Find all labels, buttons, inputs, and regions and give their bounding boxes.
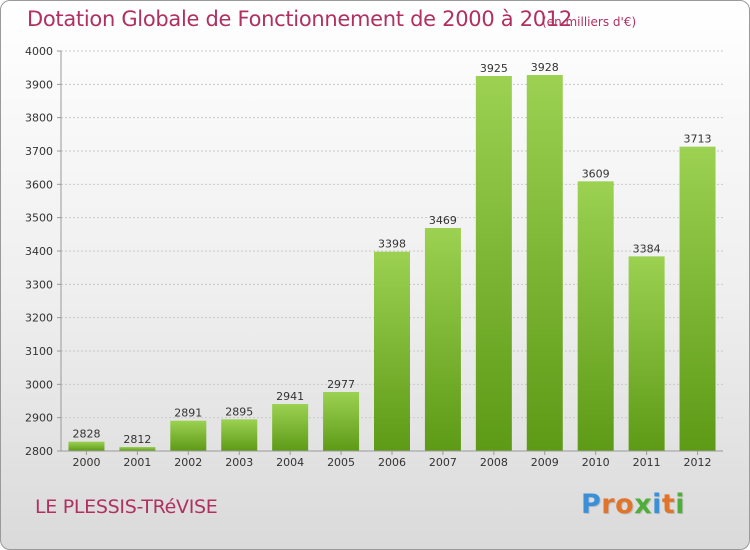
y-tick-label: 3000 bbox=[25, 378, 53, 391]
y-tick-label: 3100 bbox=[25, 345, 53, 358]
bars bbox=[68, 75, 716, 452]
x-tick-label: 2000 bbox=[72, 456, 100, 469]
data-label: 3928 bbox=[531, 61, 559, 74]
bar bbox=[272, 404, 309, 451]
x-tick-label: 2002 bbox=[174, 456, 202, 469]
x-tick-label: 2001 bbox=[123, 456, 151, 469]
x-tick-label: 2004 bbox=[276, 456, 304, 469]
place-name: LE PLESSIS-TRéVISE bbox=[35, 496, 218, 518]
data-label: 2891 bbox=[174, 407, 202, 420]
x-tick-label: 2007 bbox=[429, 456, 457, 469]
x-tick-label: 2008 bbox=[480, 456, 508, 469]
data-label: 2977 bbox=[327, 378, 355, 391]
bar bbox=[221, 419, 258, 451]
bar bbox=[68, 441, 105, 451]
bar bbox=[628, 256, 665, 451]
data-label: 2941 bbox=[276, 390, 304, 403]
data-label: 3469 bbox=[429, 214, 457, 227]
y-tick-label: 2900 bbox=[25, 412, 53, 425]
bar bbox=[323, 392, 360, 451]
x-tick-label: 2009 bbox=[531, 456, 559, 469]
data-label: 2828 bbox=[72, 428, 100, 441]
x-tick-label: 2010 bbox=[582, 456, 610, 469]
y-tick-label: 3400 bbox=[25, 245, 53, 258]
data-label: 3384 bbox=[633, 242, 661, 255]
y-tick-label: 3800 bbox=[25, 112, 53, 125]
logo-letter: P bbox=[581, 489, 602, 520]
bar bbox=[526, 75, 563, 451]
y-tick-label: 3300 bbox=[25, 278, 53, 291]
data-label: 3609 bbox=[582, 167, 610, 180]
bar bbox=[577, 181, 614, 452]
logo-letter: r bbox=[601, 489, 616, 520]
logo-letter: i bbox=[675, 489, 686, 520]
data-label: 2812 bbox=[123, 433, 151, 446]
data-label: 3925 bbox=[480, 62, 508, 75]
y-tick-label: 3600 bbox=[25, 178, 53, 191]
data-label: 3398 bbox=[378, 238, 406, 251]
bar bbox=[170, 420, 207, 451]
data-label: 3713 bbox=[684, 133, 712, 146]
logo-letter: t bbox=[661, 489, 676, 520]
y-tick-label: 3200 bbox=[25, 312, 53, 325]
x-tick-label: 2005 bbox=[327, 456, 355, 469]
unit-note: (en milliers d'€) bbox=[542, 15, 637, 29]
chart-title: Dotation Globale de Fonctionnement de 20… bbox=[27, 7, 572, 31]
y-tick-label: 3500 bbox=[25, 212, 53, 225]
x-tick-label: 2012 bbox=[684, 456, 712, 469]
y-tick-label: 3700 bbox=[25, 145, 53, 158]
y-tick-label: 2800 bbox=[25, 445, 53, 458]
bar bbox=[119, 447, 156, 451]
logo-letter: i bbox=[652, 489, 662, 520]
y-tick-label: 4000 bbox=[25, 45, 53, 58]
y-tick-label: 3900 bbox=[25, 78, 53, 91]
x-tick-label: 2011 bbox=[633, 456, 661, 469]
bar bbox=[679, 146, 716, 451]
bar bbox=[374, 251, 410, 451]
bar bbox=[475, 76, 512, 451]
bar bbox=[424, 228, 461, 451]
data-label: 2895 bbox=[225, 405, 253, 418]
logo-letter: o bbox=[615, 489, 635, 520]
x-tick-label: 2003 bbox=[225, 456, 253, 469]
proxiti-logo: Proxiti bbox=[581, 489, 685, 520]
labels: 2800 2900 3000 3100 3200 3300 3400 3500 3600 3700… bbox=[25, 45, 712, 469]
x-tick-label: 2006 bbox=[378, 456, 406, 469]
axes bbox=[57, 50, 723, 455]
logo-letter: x bbox=[634, 489, 653, 520]
